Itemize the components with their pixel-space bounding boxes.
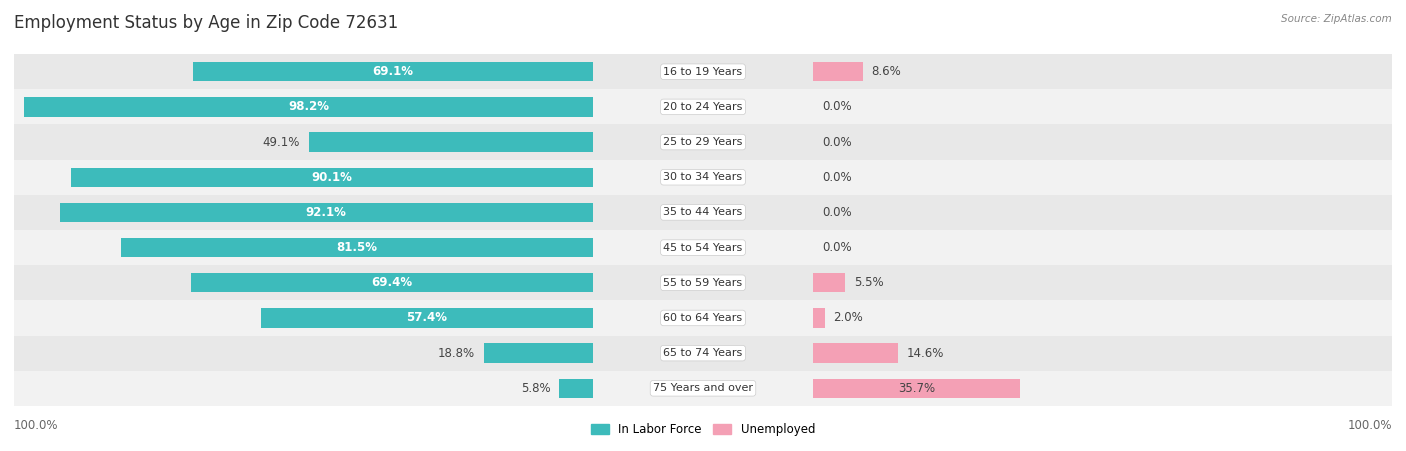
Bar <box>14 300 1171 336</box>
Text: 49.1%: 49.1% <box>263 136 299 148</box>
Text: 55 to 59 Years: 55 to 59 Years <box>664 278 742 288</box>
Bar <box>260 308 593 327</box>
Text: 90.1%: 90.1% <box>312 171 353 184</box>
Text: 14.6%: 14.6% <box>907 347 943 359</box>
Text: 100.0%: 100.0% <box>14 419 59 433</box>
Text: 2.0%: 2.0% <box>834 312 863 324</box>
Text: Employment Status by Age in Zip Code 72631: Employment Status by Age in Zip Code 726… <box>14 14 398 32</box>
Text: 0.0%: 0.0% <box>823 241 852 254</box>
Bar <box>813 62 863 81</box>
Bar <box>235 265 1392 300</box>
Text: 5.5%: 5.5% <box>853 276 883 289</box>
Text: 16 to 19 Years: 16 to 19 Years <box>664 67 742 77</box>
Bar <box>0 124 1406 160</box>
Text: 60 to 64 Years: 60 to 64 Years <box>664 313 742 323</box>
Bar <box>235 336 1392 371</box>
Text: 65 to 74 Years: 65 to 74 Years <box>664 348 742 358</box>
Bar <box>235 371 1392 406</box>
Text: 69.1%: 69.1% <box>373 65 413 78</box>
Bar <box>14 195 1171 230</box>
Bar <box>14 371 1171 406</box>
Bar <box>14 230 1171 265</box>
Bar <box>14 336 1171 371</box>
Text: 0.0%: 0.0% <box>823 171 852 184</box>
Bar <box>0 300 1406 336</box>
Text: 20 to 24 Years: 20 to 24 Years <box>664 102 742 112</box>
Text: 35.7%: 35.7% <box>898 382 935 395</box>
Text: Source: ZipAtlas.com: Source: ZipAtlas.com <box>1281 14 1392 23</box>
Text: 81.5%: 81.5% <box>336 241 377 254</box>
Text: 69.4%: 69.4% <box>371 276 412 289</box>
Bar <box>235 195 1392 230</box>
Bar <box>14 89 1171 124</box>
Bar <box>813 379 1019 398</box>
Bar <box>813 273 845 292</box>
Bar <box>560 379 593 398</box>
Text: 0.0%: 0.0% <box>823 206 852 219</box>
Bar <box>309 133 593 152</box>
Bar <box>0 89 1406 124</box>
Bar <box>121 238 593 257</box>
Bar <box>235 300 1392 336</box>
Bar <box>14 265 1171 300</box>
Bar <box>235 124 1392 160</box>
Bar <box>0 54 1406 89</box>
Bar <box>813 344 897 363</box>
Bar <box>0 160 1406 195</box>
Text: 30 to 34 Years: 30 to 34 Years <box>664 172 742 182</box>
Bar <box>0 371 1406 406</box>
Text: 45 to 54 Years: 45 to 54 Years <box>664 243 742 253</box>
Legend: In Labor Force, Unemployed: In Labor Force, Unemployed <box>586 418 820 441</box>
Text: 8.6%: 8.6% <box>872 65 901 78</box>
Bar <box>72 168 593 187</box>
Bar <box>484 344 593 363</box>
Bar <box>813 308 825 327</box>
Text: 57.4%: 57.4% <box>406 312 447 324</box>
Bar <box>60 203 593 222</box>
Bar <box>235 54 1392 89</box>
Text: 98.2%: 98.2% <box>288 101 329 113</box>
Bar <box>235 89 1392 124</box>
Bar <box>191 273 593 292</box>
Text: 18.8%: 18.8% <box>439 347 475 359</box>
Text: 0.0%: 0.0% <box>823 136 852 148</box>
Bar <box>193 62 593 81</box>
Text: 25 to 29 Years: 25 to 29 Years <box>664 137 742 147</box>
Bar <box>0 265 1406 300</box>
Bar <box>0 230 1406 265</box>
Bar <box>24 97 593 116</box>
Bar <box>235 160 1392 195</box>
Bar <box>14 124 1171 160</box>
Text: 100.0%: 100.0% <box>1347 419 1392 433</box>
Bar <box>0 195 1406 230</box>
Bar <box>14 54 1171 89</box>
Bar <box>0 336 1406 371</box>
Text: 75 Years and over: 75 Years and over <box>652 383 754 393</box>
Bar <box>14 160 1171 195</box>
Text: 0.0%: 0.0% <box>823 101 852 113</box>
Text: 92.1%: 92.1% <box>307 206 347 219</box>
Text: 5.8%: 5.8% <box>520 382 551 395</box>
Text: 35 to 44 Years: 35 to 44 Years <box>664 207 742 217</box>
Bar <box>235 230 1392 265</box>
